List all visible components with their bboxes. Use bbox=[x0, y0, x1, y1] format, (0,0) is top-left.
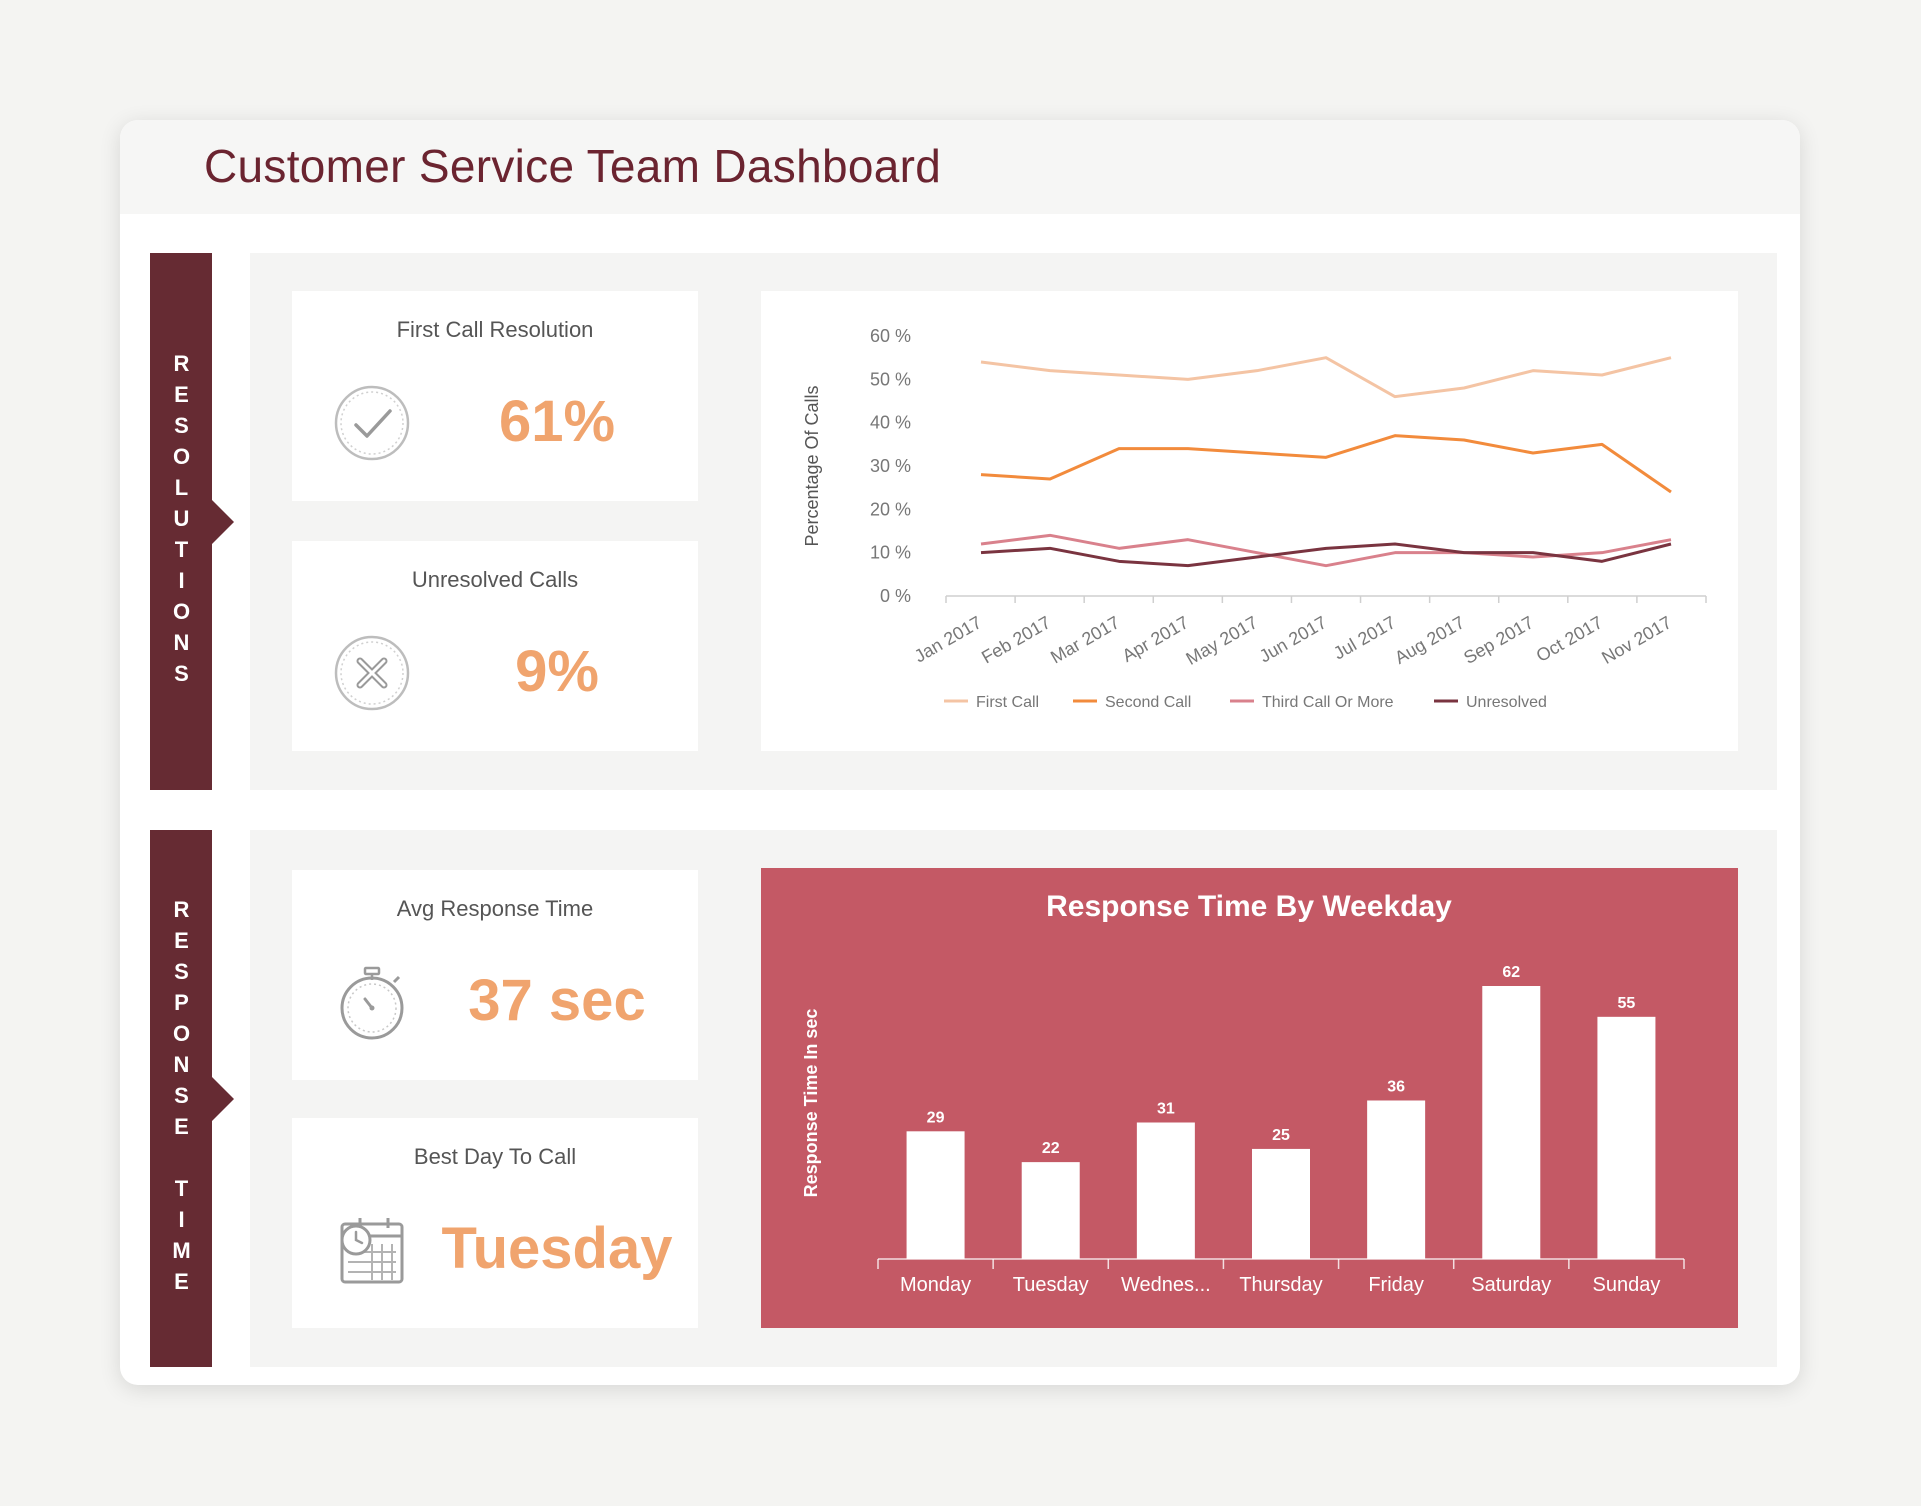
section-resolutions: First Call Resolution 61% Unresolved Cal… bbox=[250, 253, 1777, 790]
x-tick-label: Monday bbox=[900, 1274, 971, 1296]
section-label-resolutions: RESOLUTIONS bbox=[169, 351, 194, 692]
y-tick-label: 60 % bbox=[870, 326, 911, 346]
page-title: Customer Service Team Dashboard bbox=[204, 140, 942, 192]
kpi-value: 37 sec bbox=[468, 968, 646, 1033]
series-line bbox=[980, 356, 1672, 399]
section-pointer-arrow bbox=[212, 1076, 234, 1121]
bar-data-label: 25 bbox=[1272, 1127, 1290, 1144]
bar-data-label: 22 bbox=[1042, 1140, 1060, 1157]
x-tick-label: Sunday bbox=[1593, 1274, 1661, 1296]
x-tick-label: Sep 2017 bbox=[1460, 612, 1537, 668]
x-tick-label: Oct 2017 bbox=[1533, 612, 1606, 666]
y-tick-label: 20 % bbox=[870, 499, 911, 519]
kpi-title: Unresolved Calls bbox=[411, 567, 579, 592]
legend-label: First Call bbox=[976, 694, 1039, 711]
x-tick-label: Feb 2017 bbox=[978, 612, 1054, 667]
bar bbox=[1482, 986, 1541, 1259]
x-circle-icon bbox=[334, 635, 410, 711]
kpi-unresolved-calls: Unresolved Calls 9% bbox=[292, 541, 698, 751]
x-tick-label: Tuesday bbox=[1013, 1274, 1089, 1296]
kpi-best-day-to-call: Best Day To Call Tuesday bbox=[292, 1118, 698, 1328]
kpi-title: First Call Resolution bbox=[396, 317, 594, 342]
x-tick-label: Jan 2017 bbox=[911, 612, 985, 666]
section-response-time: Avg Response Time 37 sec Best Day To Cal… bbox=[250, 830, 1777, 1367]
chart-title: Response Time By Weekday bbox=[1046, 890, 1452, 923]
bar bbox=[1252, 1148, 1310, 1259]
kpi-avg-response-time: Avg Response Time 37 sec bbox=[292, 870, 698, 1080]
kpi-title: Best Day To Call bbox=[413, 1144, 577, 1169]
bar-data-label: 31 bbox=[1157, 1101, 1175, 1118]
line-chart-panel: 0 % 10 % 20 % 30 % 40 % 50 % 60 % Percentage Of… bbox=[761, 291, 1738, 751]
kpi-first-call-resolution: First Call Resolution 61% bbox=[292, 291, 698, 501]
x-tick-label: Jul 2017 bbox=[1330, 612, 1399, 663]
x-tick-label: Jun 2017 bbox=[1256, 612, 1330, 666]
bar bbox=[1136, 1122, 1195, 1259]
y-tick-label: 50 % bbox=[870, 369, 911, 389]
x-tick-label: Nov 2017 bbox=[1598, 612, 1675, 668]
section-pointer-arrow bbox=[212, 499, 234, 544]
dashboard-card: Customer Service Team Dashboard RESOLUTI… bbox=[120, 120, 1800, 1385]
y-axis-title: Response Time In sec bbox=[801, 1009, 821, 1198]
bar bbox=[906, 1131, 965, 1259]
x-tick-label: Mar 2017 bbox=[1047, 612, 1123, 667]
checkmark-circle-icon bbox=[334, 385, 410, 461]
x-tick-label: Aug 2017 bbox=[1391, 612, 1468, 668]
bar-data-label: 55 bbox=[1618, 995, 1636, 1012]
legend-label: Third Call Or More bbox=[1262, 694, 1394, 711]
response-time-bar-chart: Response Time By Weekday Response Time In… bbox=[801, 890, 1685, 1296]
x-tick-label: Apr 2017 bbox=[1119, 612, 1192, 666]
y-tick-label: 0 % bbox=[880, 586, 911, 606]
x-tick-label: Friday bbox=[1368, 1274, 1424, 1296]
bar-data-label: 29 bbox=[927, 1109, 945, 1126]
y-tick-label: 10 % bbox=[870, 543, 911, 563]
dashboard-header: Customer Service Team Dashboard bbox=[120, 120, 1800, 214]
legend-label: Unresolved bbox=[1466, 694, 1547, 711]
bar-data-label: 36 bbox=[1387, 1078, 1405, 1095]
y-tick-label: 40 % bbox=[870, 413, 911, 433]
bar-data-label: 62 bbox=[1502, 964, 1520, 981]
y-axis-title: Percentage Of Calls bbox=[802, 385, 822, 546]
x-tick-label: Wednes... bbox=[1121, 1274, 1211, 1296]
series-line bbox=[980, 542, 1672, 568]
bar bbox=[1021, 1162, 1080, 1259]
legend-label: Second Call bbox=[1105, 694, 1191, 711]
bar-chart-panel: Response Time By Weekday Response Time In… bbox=[761, 868, 1738, 1328]
stopwatch-icon bbox=[340, 966, 404, 1040]
series-line bbox=[980, 533, 1672, 568]
percentage-of-calls-line-chart: 0 % 10 % 20 % 30 % 40 % 50 % 60 % Percentage Of… bbox=[802, 326, 1707, 711]
section-tab-resolutions: RESOLUTIONS bbox=[150, 253, 234, 790]
section-tab-response-time: RESPONSE TIME bbox=[150, 830, 234, 1367]
kpi-value: Tuesday bbox=[441, 1216, 673, 1281]
bar bbox=[1597, 1016, 1656, 1259]
y-tick-label: 30 % bbox=[870, 456, 911, 476]
section-label-response-time: RESPONSE TIME bbox=[169, 897, 194, 1300]
x-tick-label: Thursday bbox=[1239, 1274, 1322, 1296]
kpi-value: 61% bbox=[498, 389, 616, 454]
kpi-value: 9% bbox=[515, 639, 599, 704]
x-tick-label: May 2017 bbox=[1183, 612, 1261, 669]
kpi-title: Avg Response Time bbox=[396, 896, 594, 921]
calendar-clock-icon bbox=[340, 1218, 404, 1284]
bar bbox=[1367, 1100, 1426, 1259]
x-tick-label: Saturday bbox=[1471, 1274, 1551, 1296]
series-line bbox=[980, 434, 1672, 494]
